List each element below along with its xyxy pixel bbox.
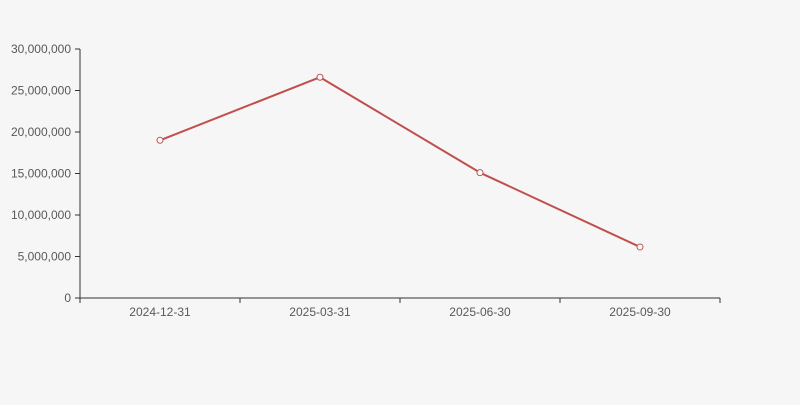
y-axis-tick-label: 10,000,000 bbox=[11, 208, 71, 222]
data-point[interactable] bbox=[156, 136, 164, 144]
y-axis-tick-label: 0 bbox=[64, 291, 71, 305]
x-axis-tick-label: 2025-06-30 bbox=[449, 305, 511, 319]
x-axis-tick-label: 2025-09-30 bbox=[609, 305, 671, 319]
x-axis-tick-label: 2024-12-31 bbox=[129, 305, 191, 319]
x-axis-tick-label: 2025-03-31 bbox=[289, 305, 351, 319]
y-axis-tick-label: 15,000,000 bbox=[11, 167, 71, 181]
data-point[interactable] bbox=[636, 243, 644, 251]
data-point[interactable] bbox=[476, 169, 484, 177]
y-axis-tick-label: 20,000,000 bbox=[11, 125, 71, 139]
y-axis-tick-label: 25,000,000 bbox=[11, 84, 71, 98]
y-axis-tick-label: 5,000,000 bbox=[18, 250, 72, 264]
data-point[interactable] bbox=[316, 73, 324, 81]
y-axis-tick-label: 30,000,000 bbox=[11, 42, 71, 56]
series-line bbox=[159, 76, 641, 248]
